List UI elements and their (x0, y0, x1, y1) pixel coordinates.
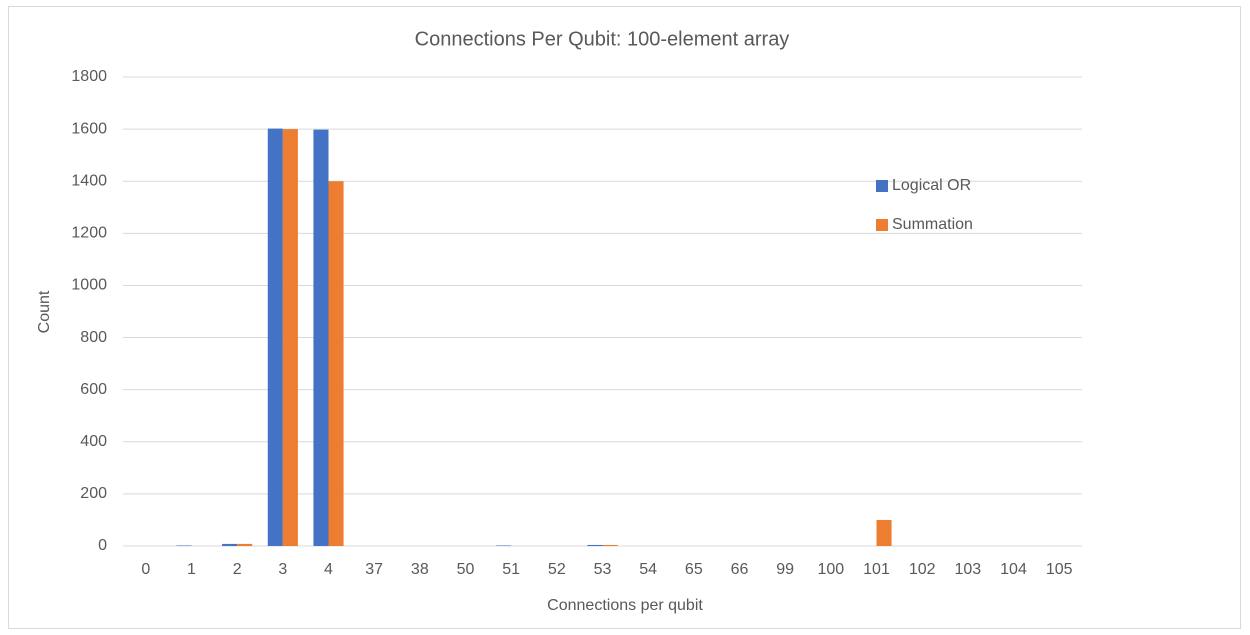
x-tick-label: 51 (502, 561, 520, 578)
y-tick-label: 800 (80, 329, 107, 346)
legend-label: Summation (892, 216, 973, 233)
bar (876, 519, 892, 546)
bar (328, 181, 344, 546)
x-tick-label: 105 (1046, 561, 1073, 578)
bar (602, 544, 618, 546)
x-tick-label: 1 (187, 561, 196, 578)
x-tick-label: 99 (776, 561, 794, 578)
x-tick-label: 3 (278, 561, 287, 578)
x-tick-label: 103 (954, 561, 981, 578)
x-tick-label: 2 (233, 561, 242, 578)
y-axis-label: Count (36, 290, 53, 333)
x-tick-label: 52 (548, 561, 566, 578)
x-tick-label: 4 (324, 561, 333, 578)
bar (222, 543, 238, 546)
chart-border (8, 6, 1241, 629)
x-axis-label: Connections per qubit (547, 597, 703, 614)
y-tick-label: 1800 (71, 68, 107, 85)
x-tick-label: 53 (594, 561, 612, 578)
legend-label: Logical OR (892, 177, 971, 194)
x-tick-label: 0 (141, 561, 150, 578)
bar (282, 129, 298, 546)
x-tick-label: 54 (639, 561, 657, 578)
x-tick-label: 65 (685, 561, 703, 578)
x-tick-label: 66 (731, 561, 749, 578)
x-tick-label: 100 (817, 561, 844, 578)
y-tick-label: 1400 (71, 172, 107, 189)
y-tick-label: 600 (80, 381, 107, 398)
x-tick-label: 101 (863, 561, 890, 578)
bar (587, 544, 603, 546)
y-tick-label: 0 (98, 537, 107, 554)
bar (176, 545, 192, 546)
x-tick-label: 37 (365, 561, 383, 578)
bar (496, 545, 512, 546)
chart-title: Connections Per Qubit: 100-element array (415, 28, 790, 50)
y-tick-label: 200 (80, 485, 107, 502)
x-tick-label: 38 (411, 561, 429, 578)
legend-swatch (876, 219, 888, 231)
x-tick-label: 102 (909, 561, 936, 578)
bar (237, 543, 253, 546)
x-tick-label: 104 (1000, 561, 1027, 578)
y-tick-label: 400 (80, 433, 107, 450)
legend-swatch (876, 180, 888, 192)
y-tick-label: 1000 (71, 277, 107, 294)
bar (267, 128, 283, 546)
y-tick-label: 1200 (71, 225, 107, 242)
y-tick-label: 1600 (71, 120, 107, 137)
x-tick-label: 50 (457, 561, 475, 578)
bar (313, 129, 329, 547)
